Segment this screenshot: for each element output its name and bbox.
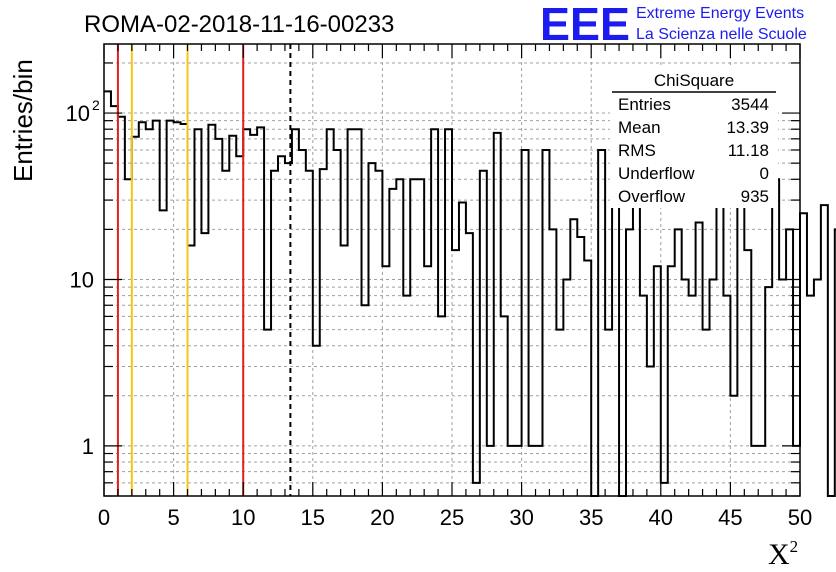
x-tick-label: 35 — [579, 505, 603, 530]
x-axis-label-superscript: 2 — [790, 537, 799, 556]
x-tick-label: 0 — [98, 505, 110, 530]
x-tick-label: 15 — [301, 505, 325, 530]
y-tick-label: 10 — [66, 101, 90, 126]
x-axis-label-main: X — [768, 538, 790, 571]
y-tick-label-exponent: 2 — [92, 97, 100, 113]
stats-rows: Entries 3544 Mean 13.39 RMS 11.18 Underflow 0 Ov… — [618, 95, 769, 206]
stats-row-value: 3544 — [731, 95, 769, 114]
x-tick-label: 25 — [440, 505, 464, 530]
x-tick-label: 50 — [788, 505, 812, 530]
x-tick-label: 5 — [167, 505, 179, 530]
y-axis-label: Entries/bin — [8, 59, 38, 182]
stats-row-label: Underflow — [618, 164, 695, 183]
logo-line-1: Extreme Energy Events — [636, 5, 804, 22]
stats-row-value: 0 — [760, 164, 769, 183]
x-tick-label: 20 — [370, 505, 394, 530]
x-tick-label: 45 — [718, 505, 742, 530]
x-tick-label: 40 — [649, 505, 673, 530]
x-tick-labels: 0 5 10 15 20 25 30 35 40 45 50 — [98, 505, 812, 530]
stats-row-value: 11.18 — [728, 141, 769, 160]
chart-title: ROMA-02-2018-11-16-00233 — [84, 11, 394, 38]
stats-row-value: 935 — [741, 187, 769, 206]
x-tick-label: 10 — [231, 505, 255, 530]
stats-box: ChiSquare Entries 3544 Mean 13.39 RMS 11.18 Un… — [610, 68, 778, 208]
eee-logo: EEE Extreme Energy Events La Scienza nel… — [540, 0, 807, 50]
stats-title: ChiSquare — [654, 71, 734, 90]
y-tick-label: 1 — [82, 434, 94, 459]
histogram — [104, 90, 836, 497]
stats-row-label: RMS — [618, 141, 656, 160]
stats-row-value: 13.39 — [726, 118, 769, 137]
stats-row-label: Overflow — [618, 187, 686, 206]
x-axis-label: X2 — [768, 537, 798, 571]
x-tick-label: 30 — [509, 505, 533, 530]
stats-row-label: Mean — [618, 118, 661, 137]
logo-line-2: La Scienza nelle Scuole — [636, 26, 807, 43]
histogram-outline — [104, 90, 836, 497]
stats-row-label: Entries — [618, 95, 671, 114]
axes — [103, 43, 801, 497]
eee-logo-mark: EEE — [540, 0, 630, 50]
y-tick-label: 10 — [70, 267, 94, 292]
vertical-lines — [116, 44, 292, 496]
